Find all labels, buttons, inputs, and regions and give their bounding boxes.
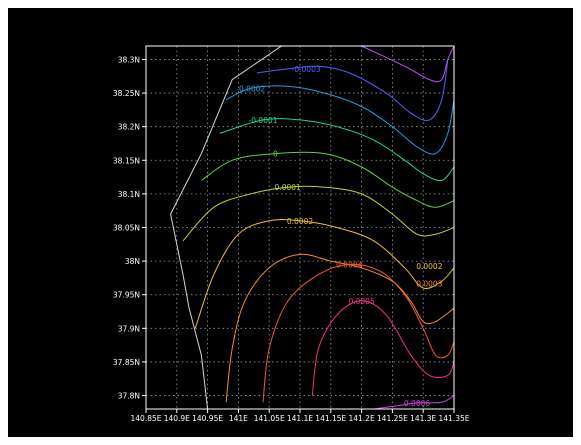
contour-label: 0.0001	[275, 183, 301, 192]
contour-label: 0.0003	[416, 279, 442, 288]
contour-label: 0.0002	[287, 217, 313, 226]
x-tick-label: 141.35E	[439, 414, 470, 423]
contour-lines	[182, 46, 454, 409]
x-tick-label: 141.2E	[348, 414, 374, 423]
contour-line	[225, 85, 454, 155]
contour-label: -0.0002	[236, 84, 265, 93]
grid	[145, 46, 455, 409]
x-tick-label: 140.9E	[164, 414, 190, 423]
contour-label: 0.0006	[404, 399, 430, 408]
x-tick-label: 141E	[229, 414, 248, 423]
y-tick-label: 37.8N	[118, 392, 140, 401]
y-tick-label: 38.25N	[113, 89, 140, 98]
contour-line	[262, 263, 454, 403]
contour-label: -0.0003	[292, 65, 321, 74]
x-tick-label: 141.1E	[287, 414, 313, 423]
contour-label: 0.0005	[348, 297, 374, 306]
x-tick-label: 140.85E	[131, 414, 162, 423]
y-tick-label: 38.3N	[118, 55, 140, 64]
y-tick-label: 37.95N	[113, 291, 140, 300]
x-axis-ticks: 140.85E 140.9E 140.95E 141E 141.05E 141.1E 141…	[131, 409, 470, 423]
contour-label: 0.0002	[416, 262, 442, 271]
contour-label: -0.0001	[249, 116, 278, 125]
contour-chart: -0.0003 -0.0002 -0.0001 0 0.0001 0.0002 0.0002…	[113, 45, 470, 423]
contour-line	[194, 218, 454, 329]
contour-line	[201, 151, 454, 208]
y-tick-label: 38.2N	[118, 123, 140, 132]
contour-line	[373, 395, 454, 409]
contour-line	[182, 185, 454, 242]
contour-label: 0	[273, 150, 278, 159]
y-tick-label: 38.1N	[118, 190, 140, 199]
contour-line	[311, 300, 454, 396]
contour-line	[225, 253, 454, 403]
x-tick-label: 141.3E	[410, 414, 436, 423]
contour-label: 0.0004	[336, 260, 362, 269]
x-tick-label: 140.95E	[192, 414, 223, 423]
coastline	[170, 46, 282, 409]
plot-background: -0.0003 -0.0002 -0.0001 0 0.0001 0.0002 0.0002…	[8, 8, 573, 437]
x-tick-label: 141.05E	[254, 414, 285, 423]
contour-line	[361, 46, 454, 83]
contour-line	[256, 59, 449, 121]
contour-labels: -0.0003 -0.0002 -0.0001 0 0.0001 0.0002 0.0002…	[236, 65, 442, 408]
y-tick-label: 38.15N	[113, 156, 140, 165]
y-tick-label: 37.9N	[118, 324, 140, 333]
coastline-path	[170, 46, 282, 409]
y-tick-label: 38N	[125, 257, 140, 266]
x-tick-label: 141.15E	[315, 414, 346, 423]
contour-line	[219, 118, 454, 182]
y-tick-label: 38.05N	[113, 224, 140, 233]
x-tick-label: 141.25E	[377, 414, 408, 423]
y-axis-ticks: 37.8N 37.85N 37.9N 37.95N 38N 38.05N 38.1N 38.1…	[113, 55, 146, 401]
y-tick-label: 37.85N	[113, 358, 140, 367]
